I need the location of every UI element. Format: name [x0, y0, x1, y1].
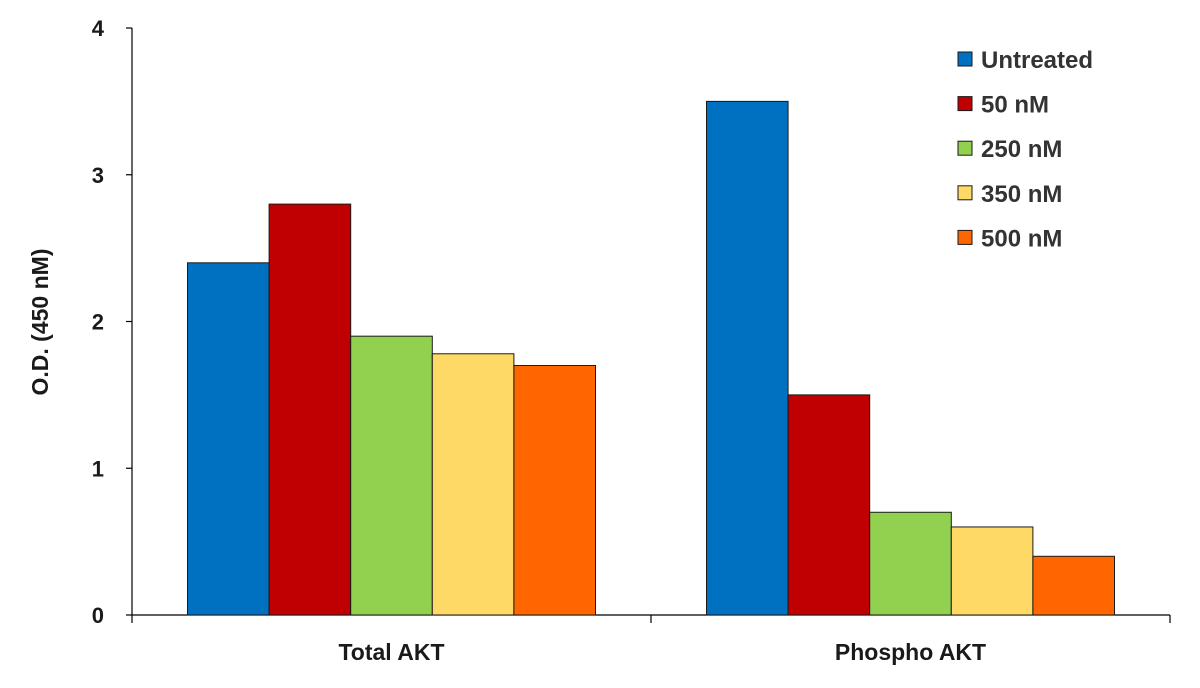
- bar-350-nm: [431, 353, 515, 616]
- y-tick-label: 0: [92, 603, 104, 628]
- legend-label: 500 nM: [981, 225, 1062, 252]
- legend-swatch: [957, 51, 973, 67]
- bar-250-nm: [350, 335, 433, 616]
- x-tick-label: Phospho AKT: [835, 639, 986, 665]
- y-tick-label: 4: [92, 16, 105, 41]
- bar-untreated: [187, 262, 270, 616]
- bars: [187, 100, 1116, 616]
- legend-label: 50 nM: [981, 92, 1049, 119]
- legend-swatch: [957, 229, 973, 245]
- legend-label: 350 nM: [981, 181, 1062, 208]
- bar-500-nm: [513, 365, 597, 616]
- legend-label: Untreated: [981, 47, 1093, 74]
- legend-swatch: [957, 96, 973, 112]
- legend-swatch: [957, 140, 973, 156]
- y-axis-label: O.D. (450 nM): [27, 249, 53, 396]
- legend-swatch: [957, 185, 973, 201]
- legend-label: 250 nM: [981, 136, 1062, 163]
- bar-250-nm: [869, 511, 952, 616]
- x-tick-label: Total AKT: [338, 639, 444, 665]
- legend: Untreated 50 nM 250 nM 350 nM 500 nM: [957, 47, 1093, 252]
- bar-350-nm: [950, 526, 1034, 616]
- y-tick-label: 2: [92, 310, 104, 335]
- bar-500-nm: [1032, 555, 1116, 616]
- bar-untreated: [706, 100, 789, 616]
- bar-50-nm: [787, 394, 871, 616]
- y-tick-label: 1: [92, 456, 104, 481]
- y-tick-label: 3: [92, 163, 104, 188]
- bar-50-nm: [268, 203, 352, 616]
